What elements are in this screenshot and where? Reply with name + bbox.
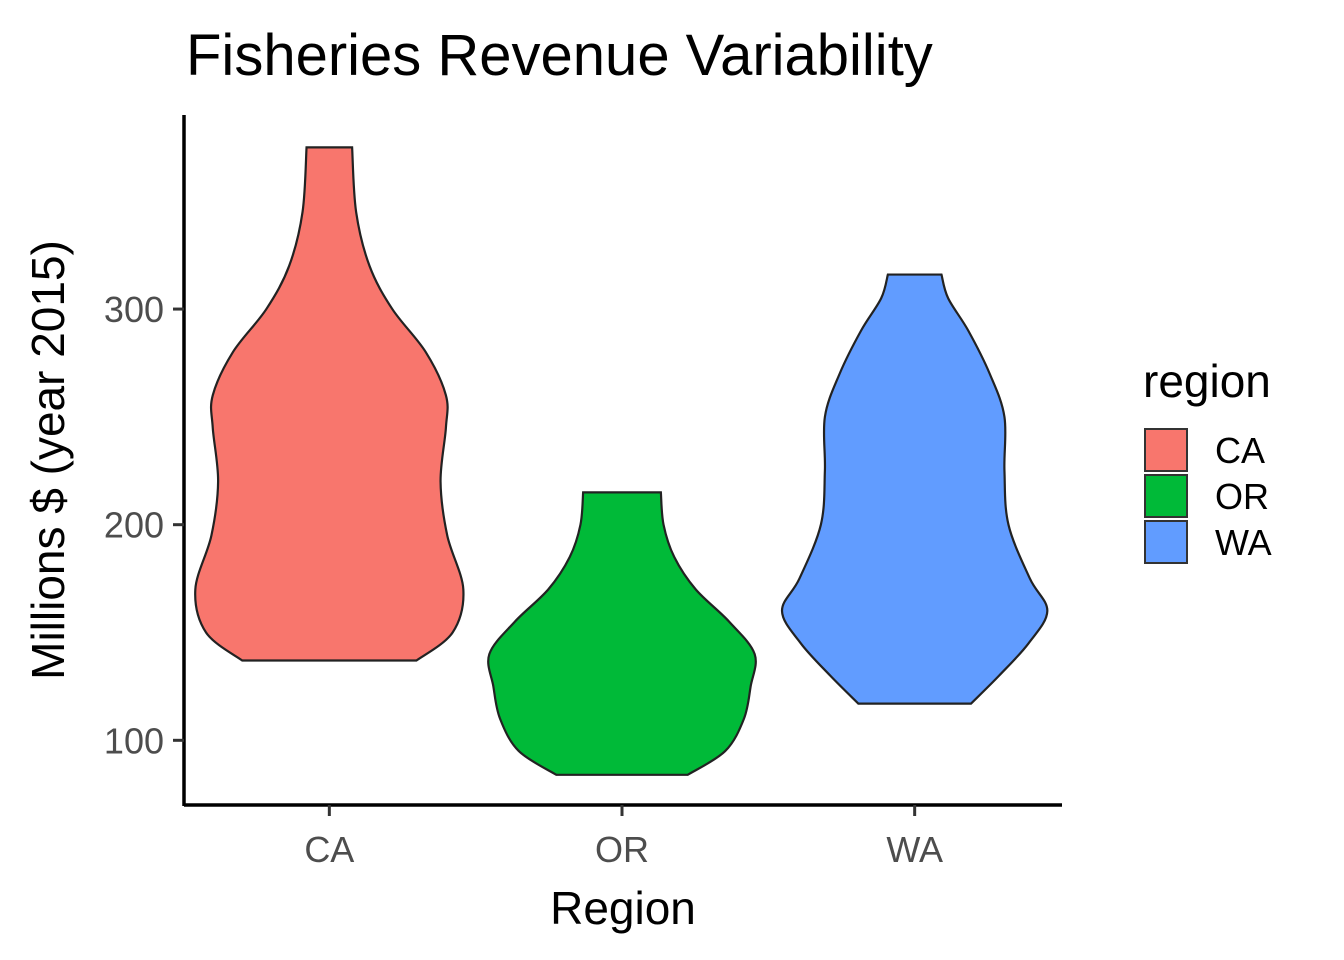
y-tick-label: 200 — [104, 505, 164, 546]
violins — [194, 146, 1049, 776]
x-axis-ticks: CA OR WA — [304, 805, 943, 870]
y-axis-ticks: 100 200 300 — [104, 289, 184, 761]
x-tick-label: OR — [595, 829, 649, 870]
violin-ca — [194, 146, 465, 662]
x-axis-title: Region — [550, 882, 696, 934]
violin-wa — [780, 273, 1049, 705]
x-tick-label: WA — [886, 829, 943, 870]
legend-label-ca: CA — [1215, 430, 1265, 471]
violin-or — [487, 491, 757, 776]
legend: region CA OR WA — [1143, 355, 1272, 564]
y-axis-title: Millions $ (year 2015) — [22, 240, 74, 680]
legend-swatch-or — [1144, 474, 1188, 518]
y-tick-label: 100 — [104, 720, 164, 761]
y-tick-label: 300 — [104, 289, 164, 330]
plot-area: 100 200 300 CA OR WA — [104, 115, 1062, 870]
legend-swatch-ca — [1144, 428, 1188, 472]
legend-label-or: OR — [1215, 476, 1269, 517]
chart-title: Fisheries Revenue Variability — [186, 23, 933, 88]
legend-swatch-wa — [1144, 520, 1188, 564]
legend-title: region — [1143, 355, 1271, 407]
legend-items: CA OR WA — [1144, 428, 1272, 564]
legend-label-wa: WA — [1215, 522, 1272, 563]
x-tick-label: CA — [304, 829, 354, 870]
